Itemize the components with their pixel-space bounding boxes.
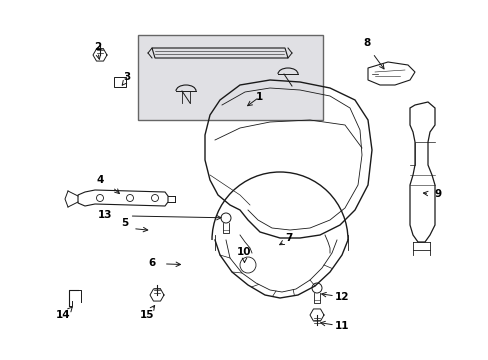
Text: 15: 15: [139, 310, 154, 320]
Bar: [138, 35, 323, 120]
Text: 7: 7: [284, 233, 292, 243]
Text: 10: 10: [237, 247, 251, 257]
Text: 11: 11: [334, 321, 349, 331]
Text: 14: 14: [56, 310, 71, 320]
Text: 9: 9: [433, 189, 440, 199]
Text: 3: 3: [123, 72, 130, 82]
Bar: [114, 77, 126, 87]
Text: 4: 4: [96, 175, 104, 185]
Text: 6: 6: [148, 258, 155, 268]
Text: 1: 1: [255, 92, 262, 102]
Text: 8: 8: [363, 38, 369, 48]
Text: 13: 13: [98, 210, 112, 220]
Text: 5: 5: [122, 218, 128, 228]
Text: 2: 2: [94, 42, 101, 52]
Text: 12: 12: [334, 292, 349, 302]
